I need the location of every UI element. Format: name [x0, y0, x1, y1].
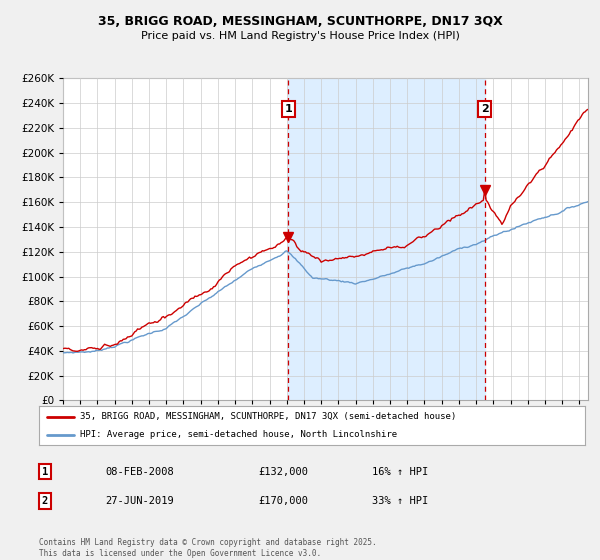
Text: Price paid vs. HM Land Registry's House Price Index (HPI): Price paid vs. HM Land Registry's House … [140, 31, 460, 41]
Text: £170,000: £170,000 [258, 496, 308, 506]
Bar [288, 78, 485, 400]
Text: Contains HM Land Registry data © Crown copyright and database right 2025.
This d: Contains HM Land Registry data © Crown c… [39, 538, 377, 558]
Text: £132,000: £132,000 [258, 466, 308, 477]
Text: 2: 2 [42, 496, 48, 506]
Text: 1: 1 [284, 104, 292, 114]
Text: 35, BRIGG ROAD, MESSINGHAM, SCUNTHORPE, DN17 3QX (semi-detached house): 35, BRIGG ROAD, MESSINGHAM, SCUNTHORPE, … [80, 412, 456, 421]
Text: 27-JUN-2019: 27-JUN-2019 [105, 496, 174, 506]
Text: 1: 1 [42, 466, 48, 477]
Text: 08-FEB-2008: 08-FEB-2008 [105, 466, 174, 477]
Text: 2: 2 [481, 104, 488, 114]
Text: 33% ↑ HPI: 33% ↑ HPI [372, 496, 428, 506]
Text: HPI: Average price, semi-detached house, North Lincolnshire: HPI: Average price, semi-detached house,… [80, 430, 397, 439]
Text: 35, BRIGG ROAD, MESSINGHAM, SCUNTHORPE, DN17 3QX: 35, BRIGG ROAD, MESSINGHAM, SCUNTHORPE, … [98, 15, 502, 27]
Text: 16% ↑ HPI: 16% ↑ HPI [372, 466, 428, 477]
